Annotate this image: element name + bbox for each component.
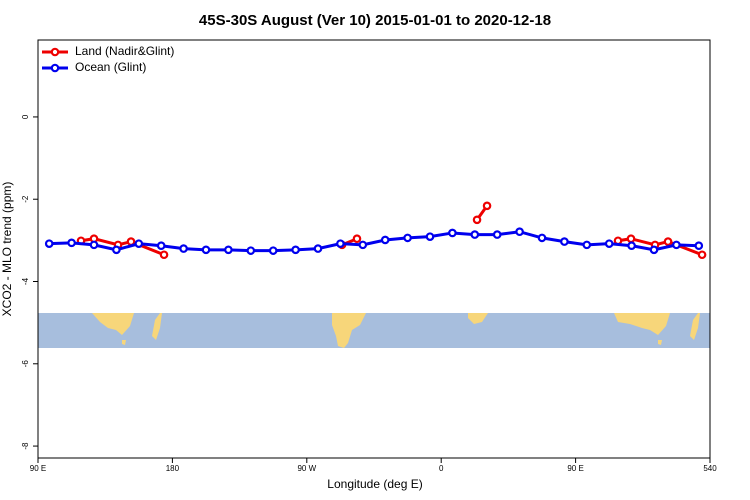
data-point [201, 245, 211, 255]
y-tick-label: -4 [21, 277, 30, 285]
data-point [89, 240, 99, 250]
x-tick-label: 180 [166, 464, 180, 473]
legend-marker [50, 63, 60, 73]
data-point [582, 240, 592, 250]
y-tick-label: -6 [21, 360, 30, 368]
plot-frame [37, 39, 711, 459]
data-point [352, 234, 362, 244]
ocean-map [38, 313, 710, 348]
data-point [403, 233, 412, 243]
data-point [224, 245, 233, 255]
legend-marker [50, 47, 60, 57]
y-tick-label: -8 [21, 442, 30, 450]
data-point [358, 240, 368, 250]
x-tick-label: 90 E [567, 464, 583, 473]
data-point [515, 227, 524, 237]
data-point [448, 228, 457, 238]
data-point [482, 201, 492, 211]
data-point [112, 245, 121, 255]
data-point [649, 245, 659, 255]
data-point [313, 244, 323, 253]
data-point [537, 233, 547, 243]
data-point [179, 244, 188, 253]
data-point [67, 238, 76, 248]
x-tick-label: 90 W [297, 464, 316, 473]
data-point [627, 241, 636, 251]
data-point [626, 234, 636, 244]
y-tick-label: -2 [21, 195, 30, 203]
x-tick-label: 0 [439, 464, 444, 473]
data-point [663, 237, 673, 246]
chart-title: 45S-30S August (Ver 10) 2015-01-01 to 20… [199, 12, 551, 29]
data-point [697, 250, 707, 260]
map-strip [38, 313, 710, 348]
data-point [268, 246, 278, 255]
land-map [92, 313, 162, 345]
data-point [134, 239, 144, 248]
data-point [470, 230, 480, 239]
land-map [614, 313, 700, 345]
data-point [156, 241, 166, 251]
x-tick-label: 90 E [30, 464, 46, 473]
data-point [492, 230, 502, 239]
legend-label: Ocean (Glint) [75, 60, 146, 74]
data-point [672, 240, 681, 250]
y-axis-label: XCO2 - MLO trend (ppm) [0, 182, 14, 317]
data-point [44, 239, 54, 248]
data-point [604, 239, 614, 248]
x-tick-label: 540 [703, 464, 717, 473]
data-point [425, 232, 435, 241]
data-point [336, 239, 345, 248]
x-axis-label: Longitude (deg E) [327, 477, 422, 491]
data-point [694, 241, 704, 251]
data-point [159, 250, 169, 260]
data-point [560, 237, 569, 246]
data-point [472, 215, 482, 225]
data-point [380, 235, 390, 245]
data-point [291, 245, 300, 255]
land-map [332, 313, 488, 348]
data-point [246, 246, 256, 255]
legend-label: Land (Nadir&Glint) [75, 44, 174, 58]
y-tick-label: 0 [21, 114, 30, 119]
